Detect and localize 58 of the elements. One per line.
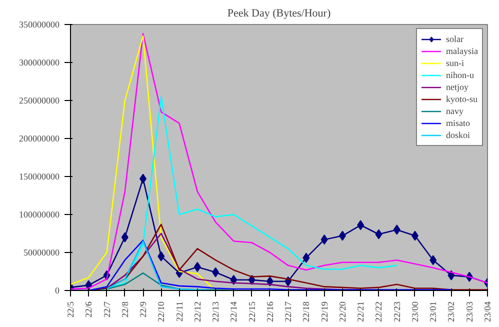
x-tick-label: 22/8 bbox=[120, 301, 130, 318]
x-tick-label: 22/23 bbox=[392, 301, 402, 322]
point bbox=[393, 224, 400, 235]
x-tick-label: 22/14 bbox=[228, 301, 239, 322]
x-tick-label: 23/01 bbox=[428, 301, 438, 322]
point bbox=[430, 255, 437, 266]
point bbox=[121, 232, 128, 242]
y-tick-label: 350000000 bbox=[19, 20, 60, 30]
x-tick-label: 23/03 bbox=[464, 301, 474, 322]
point bbox=[302, 252, 310, 263]
x-tick-label: 22/9 bbox=[138, 301, 148, 318]
x-tick-label: 22/5 bbox=[66, 301, 76, 318]
point bbox=[158, 251, 165, 262]
legend-label: kyoto-su bbox=[446, 93, 478, 105]
point bbox=[320, 234, 328, 245]
point bbox=[140, 174, 147, 184]
x-tick-label: 22/18 bbox=[301, 301, 312, 322]
legend-label: nihon-u bbox=[446, 69, 474, 81]
point bbox=[194, 262, 201, 272]
line-series bbox=[106, 240, 216, 290]
x-tick-label: 22/21 bbox=[356, 301, 366, 322]
line-series bbox=[70, 35, 216, 290]
x-tick-label: 22/19 bbox=[319, 301, 330, 322]
x-tick-label: 23/00 bbox=[410, 301, 420, 322]
y-tick-label: 150000000 bbox=[19, 172, 60, 182]
y-tick-label: 50000000 bbox=[24, 248, 60, 258]
y-tick-label: 300000000 bbox=[19, 58, 60, 68]
y-tick-label: 0 bbox=[55, 286, 60, 296]
legend-label: doskoi bbox=[446, 129, 470, 141]
chart-title: Peek Day (Bytes/Hour) bbox=[227, 8, 331, 20]
point bbox=[411, 230, 418, 241]
point bbox=[212, 267, 220, 278]
legend-label: solar bbox=[446, 33, 464, 45]
legend-label: netjoy bbox=[446, 81, 468, 93]
y-tick-label: 250000000 bbox=[19, 96, 60, 106]
x-tick-label: 23/02 bbox=[446, 301, 456, 322]
x-tick-label: 22/17 bbox=[283, 301, 294, 322]
legend-label: sun-i bbox=[446, 57, 465, 69]
point bbox=[266, 276, 274, 286]
x-tick-label: 22/7 bbox=[102, 301, 112, 318]
point bbox=[375, 229, 382, 240]
x-tick-label: 22/22 bbox=[374, 301, 384, 322]
x-tick-label: 22/13 bbox=[210, 301, 221, 322]
legend-label: malaysia bbox=[446, 45, 478, 57]
x-tick-label: 22/15 bbox=[246, 301, 257, 322]
x-tick-label: 22/11 bbox=[174, 301, 184, 322]
legend-label: misato bbox=[446, 117, 470, 129]
point bbox=[338, 230, 346, 241]
x-tick-label: 22/6 bbox=[84, 301, 94, 318]
x-tick-label: 23/04 bbox=[482, 301, 492, 322]
x-tick-label: 22/12 bbox=[192, 301, 202, 322]
x-tick-label: 22/20 bbox=[337, 301, 348, 322]
x-tick-label: 22/10 bbox=[156, 301, 166, 322]
y-tick-label: 100000000 bbox=[19, 210, 60, 220]
y-tick-label: 200000000 bbox=[19, 134, 60, 144]
x-tick-label: 22/16 bbox=[264, 301, 275, 322]
legend-label: navy bbox=[446, 105, 464, 117]
point bbox=[357, 220, 364, 230]
